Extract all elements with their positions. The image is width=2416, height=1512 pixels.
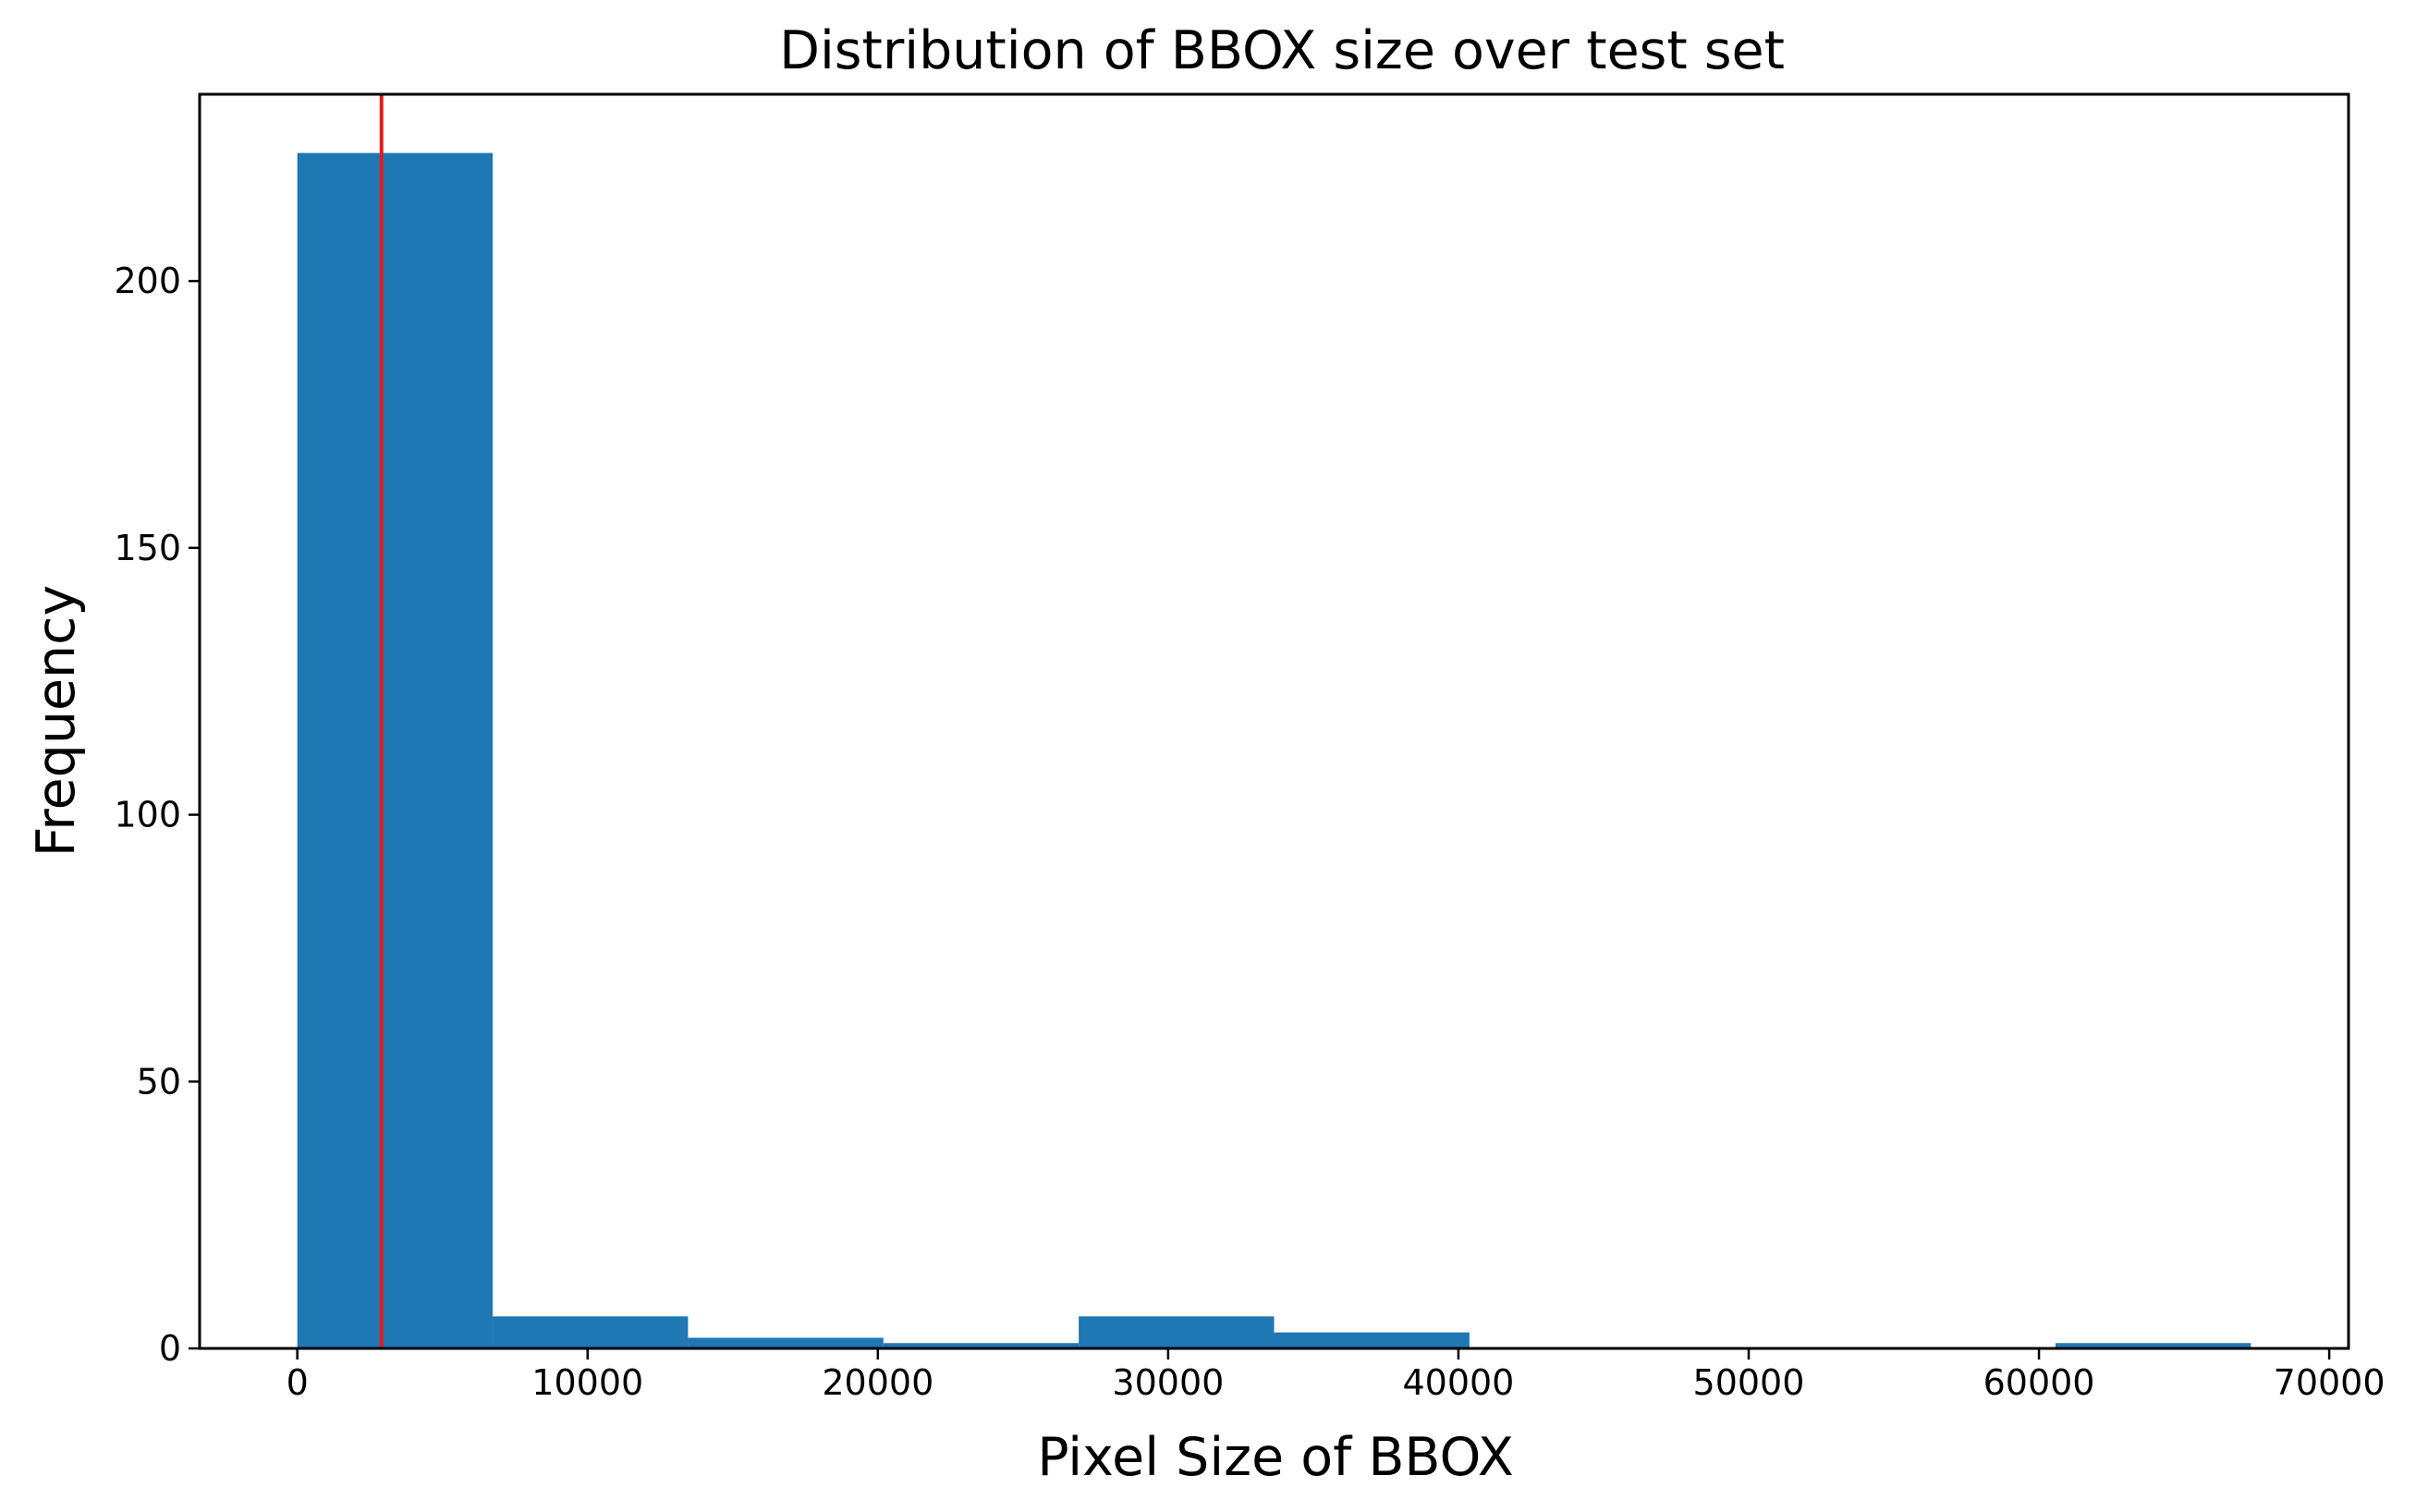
x-tick-label: 30000: [1112, 1362, 1224, 1403]
y-tick-label: 150: [114, 528, 181, 568]
chart-title: Distribution of BBOX size over test set: [779, 20, 1785, 81]
y-tick-label: 50: [137, 1061, 181, 1102]
bars-group: [297, 152, 2251, 1348]
x-tick-label: 20000: [822, 1362, 933, 1403]
y-tick-label: 0: [159, 1328, 181, 1369]
x-tick-label: 70000: [2274, 1362, 2385, 1403]
plot-frame: [198, 92, 2350, 1350]
x-axis-label: Pixel Size of BBOX: [1037, 1427, 1514, 1488]
x-tick-label: 10000: [531, 1362, 643, 1403]
y-axis-ticks: 0 50 100 150 200: [114, 261, 200, 1369]
x-axis-ticks: 0 10000 20000 30000 40000 50000 60000 70000: [287, 1348, 2385, 1403]
histogram-bar: [493, 1316, 689, 1348]
histogram-bar: [688, 1337, 884, 1348]
x-tick-label: 40000: [1402, 1362, 1514, 1403]
histogram-bar: [883, 1343, 1080, 1348]
x-tick-label: 0: [287, 1362, 309, 1403]
histogram-bar: [1274, 1332, 1470, 1348]
y-tick-label: 100: [114, 795, 181, 835]
x-tick-label: 50000: [1693, 1362, 1805, 1403]
y-tick-label: 200: [114, 261, 181, 301]
y-axis-label: Frequency: [26, 585, 87, 857]
histogram-bar: [2055, 1343, 2251, 1348]
x-tick-label: 60000: [1983, 1362, 2095, 1403]
histogram-bar: [1079, 1316, 1275, 1348]
histogram-bar: [297, 152, 494, 1348]
